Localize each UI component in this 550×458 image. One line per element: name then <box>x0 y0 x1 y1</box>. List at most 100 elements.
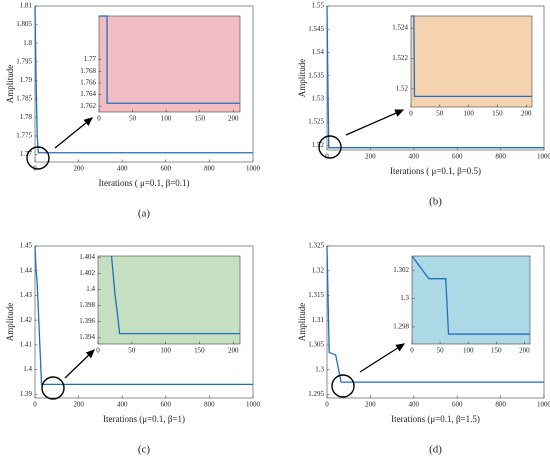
y-tick-label: 1.39 <box>20 390 33 398</box>
x-tick-label: 0 <box>410 347 414 355</box>
x-tick-label: 100 <box>160 347 171 355</box>
x-tick-label: 400 <box>117 165 128 173</box>
y-tick-label: 1.325 <box>308 242 324 250</box>
x-tick-label: 400 <box>409 401 420 409</box>
data-line <box>99 15 240 104</box>
data-line <box>34 5 253 154</box>
data-line <box>326 5 544 149</box>
x-tick-label: 0 <box>409 110 413 118</box>
zoom-arrow <box>54 117 94 149</box>
x-tick-label: 50 <box>437 347 445 355</box>
y-tick-label: 1.4 <box>23 365 32 373</box>
data-line <box>411 15 532 98</box>
x-tick-label: 800 <box>495 401 506 409</box>
y-tick-label: 1.394 <box>79 333 95 341</box>
y-tick-label: 1.805 <box>16 20 32 28</box>
x-tick-label: 1000 <box>246 165 261 173</box>
x-tick-label: 200 <box>365 153 376 161</box>
x-tick-label: 800 <box>204 401 215 409</box>
y-tick-label: 1.524 <box>392 24 408 32</box>
x-tick-label: 150 <box>491 347 502 355</box>
x-tick-label: 0 <box>96 347 100 355</box>
x-tick-label: 100 <box>161 115 172 123</box>
x-tick-label: 1000 <box>537 153 550 161</box>
x-tick-label: 200 <box>521 110 532 118</box>
y-tick-label: 1.404 <box>79 253 95 261</box>
x-tick-label: 400 <box>409 153 420 161</box>
x-tick-label: 1000 <box>537 401 550 409</box>
x-tick-label: 150 <box>194 347 205 355</box>
y-tick-label: 1.766 <box>80 79 96 87</box>
x-tick-label: 200 <box>228 115 239 123</box>
inset-background <box>410 15 533 108</box>
y-axis-label: Amplitude <box>297 303 307 342</box>
y-axis-label: Amplitude <box>297 59 307 98</box>
x-tick-label: 0 <box>325 153 329 161</box>
x-axis-label: Iterations (μ=0.1, β=1.5) <box>391 414 480 424</box>
y-tick-label: 1.54 <box>312 48 325 56</box>
y-tick-label: 1.4 <box>86 285 95 293</box>
y-tick-label: 1.3 <box>315 365 324 373</box>
y-tick-label: 1.8 <box>23 39 32 47</box>
x-tick-label: 150 <box>194 115 205 123</box>
panel-label: (a) <box>138 208 151 220</box>
y-axis-label: Amplitude <box>5 303 15 342</box>
x-tick-label: 1000 <box>246 401 261 409</box>
y-tick-label: 1.41 <box>20 340 33 348</box>
inset-background <box>97 255 241 345</box>
y-tick-label: 1.53 <box>312 95 325 103</box>
x-axis-label: Iterations ( μ=0.1, β=0.1) <box>98 178 189 188</box>
x-tick-label: 600 <box>452 401 463 409</box>
y-tick-label: 1.55 <box>312 2 325 10</box>
y-tick-label: 1.305 <box>308 341 324 349</box>
y-tick-label: 1.45 <box>20 242 33 250</box>
y-axis-label: Amplitude <box>5 65 15 104</box>
y-tick-label: 1.302 <box>393 266 409 274</box>
y-tick-label: 1.795 <box>16 57 32 65</box>
zoom-arrow <box>345 109 405 136</box>
x-tick-label: 600 <box>161 165 172 173</box>
y-tick-label: 1.44 <box>20 266 33 274</box>
x-tick-label: 600 <box>452 153 463 161</box>
x-tick-label: 100 <box>463 110 474 118</box>
data-line <box>34 245 253 386</box>
y-tick-label: 1.545 <box>308 25 324 33</box>
y-tick-label: 1.32 <box>312 266 325 274</box>
zoom-circle <box>331 374 355 398</box>
y-tick-label: 1.396 <box>79 317 95 325</box>
zoom-circle <box>318 135 342 159</box>
y-tick-label: 1.398 <box>79 301 95 309</box>
x-tick-label: 150 <box>492 110 503 118</box>
zoom-arrow <box>359 343 406 373</box>
x-axis-label: Iterations (μ=0.1, β=1) <box>103 414 185 424</box>
y-tick-label: 1.295 <box>308 390 324 398</box>
y-tick-label: 1.77 <box>84 55 97 63</box>
y-tick-label: 1.785 <box>16 94 32 102</box>
x-tick-label: 0 <box>97 115 101 123</box>
y-tick-label: 1.52 <box>396 84 409 92</box>
zoom-arrow <box>64 349 95 379</box>
x-tick-label: 600 <box>161 401 172 409</box>
inset-background <box>411 255 531 345</box>
y-tick-label: 1.775 <box>16 132 32 140</box>
y-tick-label: 1.43 <box>20 291 33 299</box>
x-tick-label: 200 <box>73 165 84 173</box>
y-tick-label: 1.81 <box>20 2 33 10</box>
y-tick-label: 1.52 <box>312 141 325 149</box>
x-tick-label: 50 <box>128 347 136 355</box>
y-tick-label: 1.78 <box>20 113 33 121</box>
panel-label: (d) <box>429 444 442 456</box>
x-tick-label: 200 <box>73 401 84 409</box>
x-tick-label: 400 <box>117 401 128 409</box>
y-tick-label: 1.764 <box>80 90 96 98</box>
x-tick-label: 200 <box>519 347 530 355</box>
x-tick-label: 50 <box>436 110 444 118</box>
panel-label: (c) <box>138 444 151 456</box>
y-tick-label: 1.298 <box>393 323 409 331</box>
data-line <box>411 255 530 335</box>
y-tick-label: 1.3 <box>400 294 409 302</box>
y-tick-label: 1.42 <box>20 316 33 324</box>
x-tick-label: 0 <box>33 401 37 409</box>
zoom-circle <box>26 146 50 170</box>
